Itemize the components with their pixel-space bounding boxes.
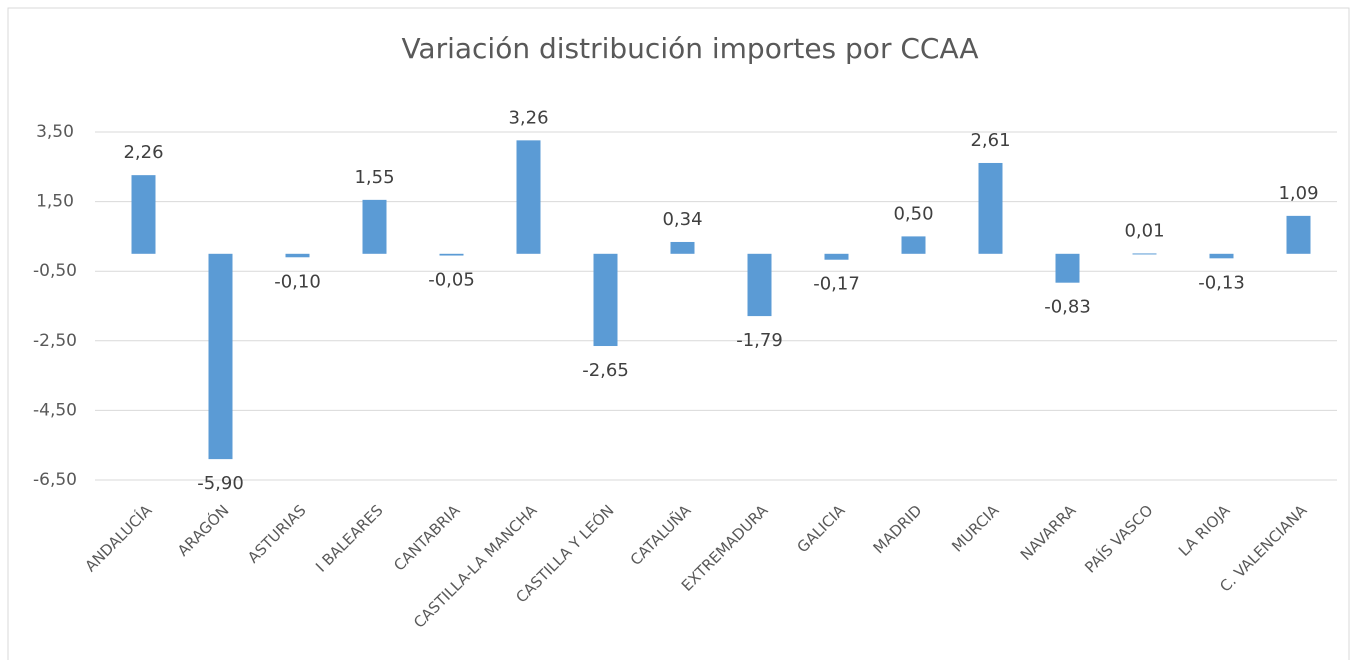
data-label: -0,17 [813, 274, 860, 295]
data-label: 2,61 [970, 130, 1010, 151]
data-label: 1,55 [354, 167, 394, 188]
y-tick-label: 3,50 [36, 122, 74, 142]
x-tick-label: CATALUÑA [626, 500, 695, 569]
x-tick-label: LA RIOJA [1175, 501, 1234, 560]
bar [1055, 253, 1080, 283]
bar [439, 253, 464, 256]
data-label: 0,50 [893, 203, 933, 224]
data-label: 1,09 [1278, 183, 1318, 204]
bar [1132, 253, 1157, 255]
data-label: -1,79 [736, 330, 783, 351]
bar [978, 162, 1003, 254]
y-tick-label: 1,50 [36, 192, 74, 212]
x-tick-label: MURCIA [948, 501, 1003, 556]
data-label: -0,05 [428, 270, 475, 291]
data-label: 0,34 [662, 209, 702, 230]
x-tick-label: MADRID [870, 501, 926, 557]
x-tick-label: I BALEARES [312, 501, 386, 575]
bar [1209, 253, 1234, 259]
bar [131, 175, 156, 254]
x-tick-label: NAVARRA [1017, 501, 1080, 564]
data-label: -0,10 [274, 271, 321, 292]
data-label: -0,13 [1198, 272, 1245, 293]
bar [362, 199, 387, 254]
x-tick-label: ARAGÓN [173, 501, 232, 560]
bar [593, 253, 618, 347]
data-label: 0,01 [1124, 220, 1164, 241]
bar [901, 236, 926, 254]
bar [747, 253, 772, 317]
y-tick-label: -0,50 [33, 261, 77, 281]
bar [1286, 215, 1311, 254]
x-tick-label: CANTABRIA [390, 501, 464, 575]
data-label: -0,83 [1044, 297, 1091, 318]
y-tick-label: -4,50 [33, 400, 77, 420]
x-tick-label: ASTURIAS [244, 501, 309, 566]
bar [516, 140, 541, 254]
chart-title: Variación distribución importes por CCAA [401, 32, 978, 65]
data-label: 3,26 [508, 107, 548, 128]
x-tick-label: PAÍS VASCO [1081, 501, 1157, 577]
bar [285, 253, 310, 258]
x-tick-label: CASTILLA-LA MANCHA [410, 501, 541, 632]
bar [824, 253, 849, 260]
chart-border [7, 7, 1350, 660]
x-tick-label: ANDALUCÍA [81, 500, 156, 575]
data-label: -2,65 [582, 360, 629, 381]
bar [670, 241, 695, 254]
data-label: -5,90 [197, 473, 244, 494]
y-tick-label: -6,50 [33, 470, 77, 490]
x-tick-label: GALICIA [793, 501, 849, 557]
data-label: 2,26 [123, 142, 163, 163]
bar [208, 253, 233, 460]
y-tick-label: -2,50 [33, 331, 77, 351]
